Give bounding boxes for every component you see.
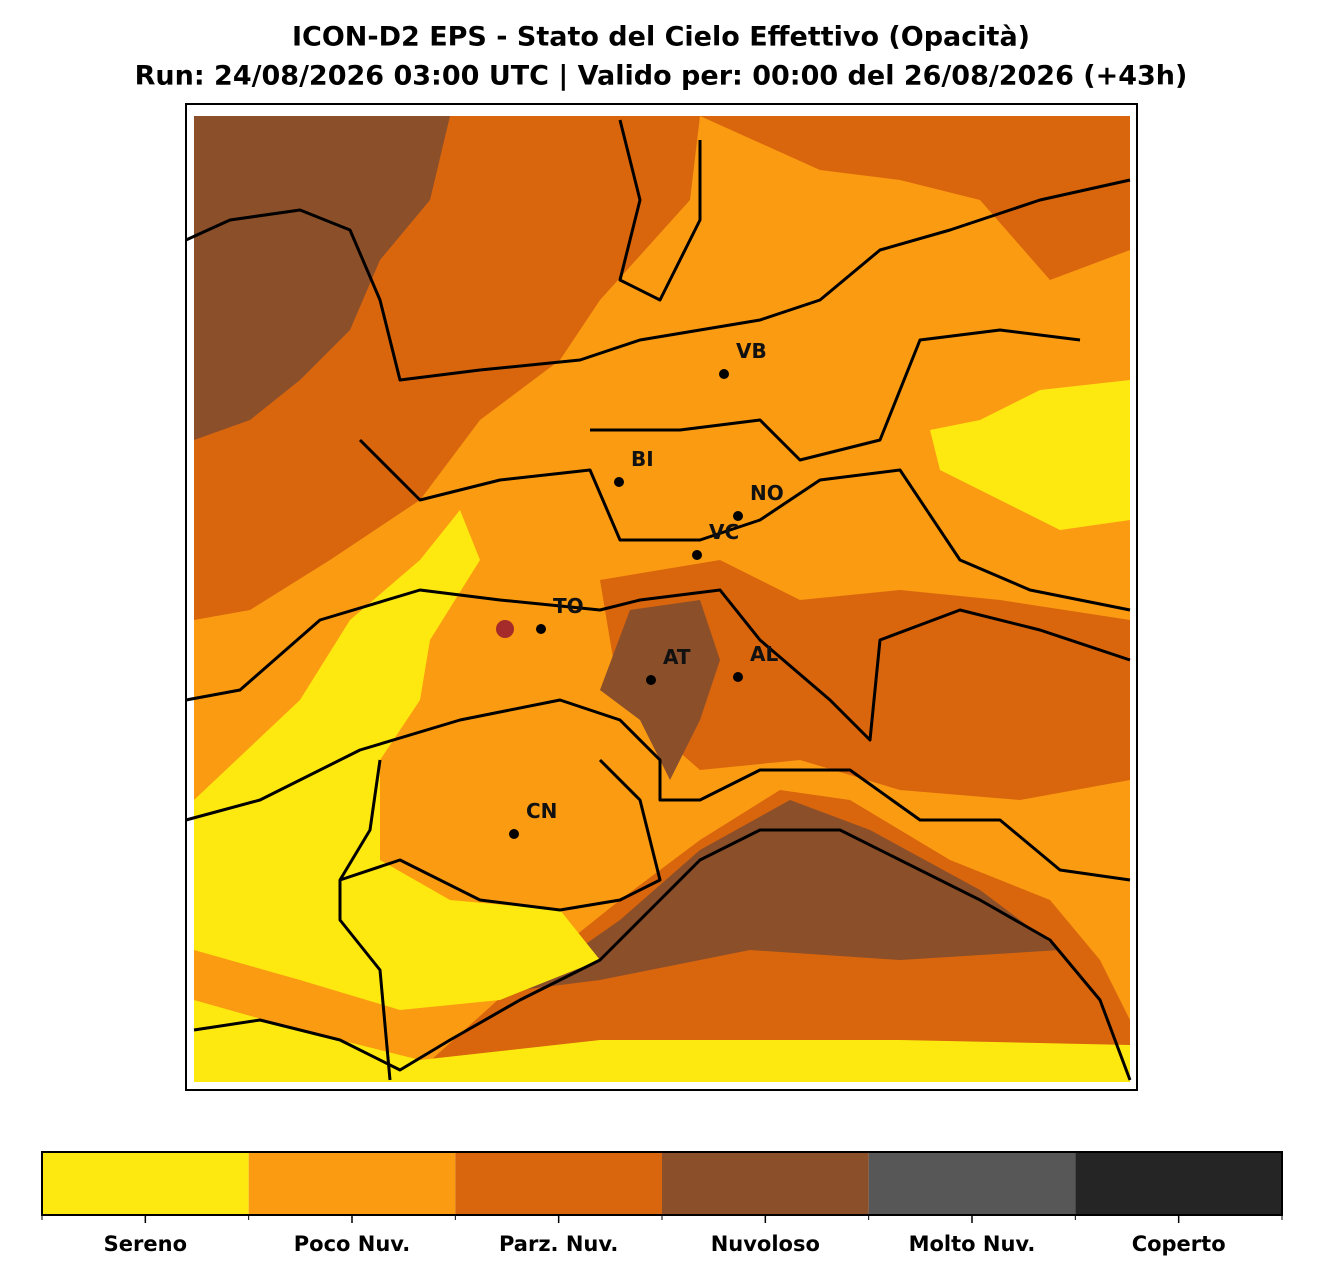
city-label: AL	[750, 642, 778, 666]
legend-swatch	[42, 1152, 249, 1215]
colorbar: Sereno Poco Nuv. Parz. Nuv. Nuvoloso Molto N…	[41, 1151, 1283, 1256]
city-label: VC	[709, 520, 739, 544]
city-dot	[733, 672, 743, 682]
border	[185, 698, 1131, 882]
cloud-area	[700, 116, 1130, 280]
subtitle: Run: 24/08/2026 03:00 UTC | Valido per: …	[135, 61, 1188, 92]
legend-label: Sereno	[104, 1232, 187, 1256]
border	[358, 438, 1131, 612]
cloud-area	[600, 600, 720, 780]
legend-label: Poco Nuv.	[294, 1232, 410, 1256]
title: ICON-D2 EPS - Stato del Cielo Effettivo …	[292, 22, 1030, 53]
legend-swatch	[662, 1152, 869, 1215]
city-dot	[719, 369, 729, 379]
legend-label: Nuvoloso	[711, 1232, 820, 1256]
legend-label: Molto Nuv.	[909, 1232, 1036, 1256]
border	[618, 119, 702, 302]
border	[338, 759, 392, 1081]
border	[185, 178, 1131, 382]
location-marker	[496, 620, 514, 638]
cloud-area	[520, 800, 1060, 990]
border	[590, 328, 1081, 462]
legend-swatch	[248, 1152, 456, 1215]
cloud-area	[194, 116, 450, 440]
map-frame	[185, 103, 1138, 1091]
map	[185, 103, 1138, 1091]
city-dot	[614, 477, 624, 487]
clear-area	[930, 380, 1130, 530]
clear-area	[194, 510, 600, 1010]
city-label: CN	[526, 799, 557, 823]
colorbar-frame	[41, 1151, 1283, 1216]
city-dot	[646, 675, 656, 685]
legend-swatch	[868, 1152, 1076, 1215]
city-label: BI	[631, 447, 654, 471]
city-dot	[733, 511, 743, 521]
city-label: TO	[553, 594, 584, 618]
clear-area	[194, 1000, 1130, 1082]
city-label: AT	[663, 645, 691, 669]
border	[185, 588, 1131, 742]
cities: VB BI NO VC TO AT AL CN	[509, 339, 784, 839]
city-label: VB	[736, 339, 767, 363]
city-dot	[536, 624, 546, 634]
city-dot	[509, 829, 519, 839]
legend-swatch	[455, 1152, 662, 1215]
legend-label: Parz. Nuv.	[499, 1232, 618, 1256]
coastline	[193, 828, 1132, 1081]
legend-swatch	[1075, 1152, 1282, 1215]
border	[339, 758, 662, 912]
city-dot	[692, 550, 702, 560]
legend-label: Coperto	[1132, 1232, 1226, 1256]
city-label: NO	[750, 481, 784, 505]
